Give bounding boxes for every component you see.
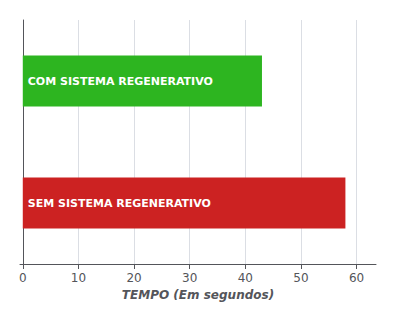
svg-text:60: 60 xyxy=(349,271,364,285)
svg-text:10: 10 xyxy=(71,271,86,285)
svg-text:TEMPO (Em segundos): TEMPO (Em segundos) xyxy=(122,288,274,302)
svg-text:30: 30 xyxy=(182,271,197,285)
svg-text:SEM SISTEMA REGENERATIVO: SEM SISTEMA REGENERATIVO xyxy=(28,197,211,210)
svg-text:40: 40 xyxy=(238,271,253,285)
svg-text:50: 50 xyxy=(293,271,308,285)
svg-text:COM SISTEMA REGENERATIVO: COM SISTEMA REGENERATIVO xyxy=(28,75,213,88)
svg-text:20: 20 xyxy=(126,271,141,285)
svg-text:0: 0 xyxy=(19,271,27,285)
